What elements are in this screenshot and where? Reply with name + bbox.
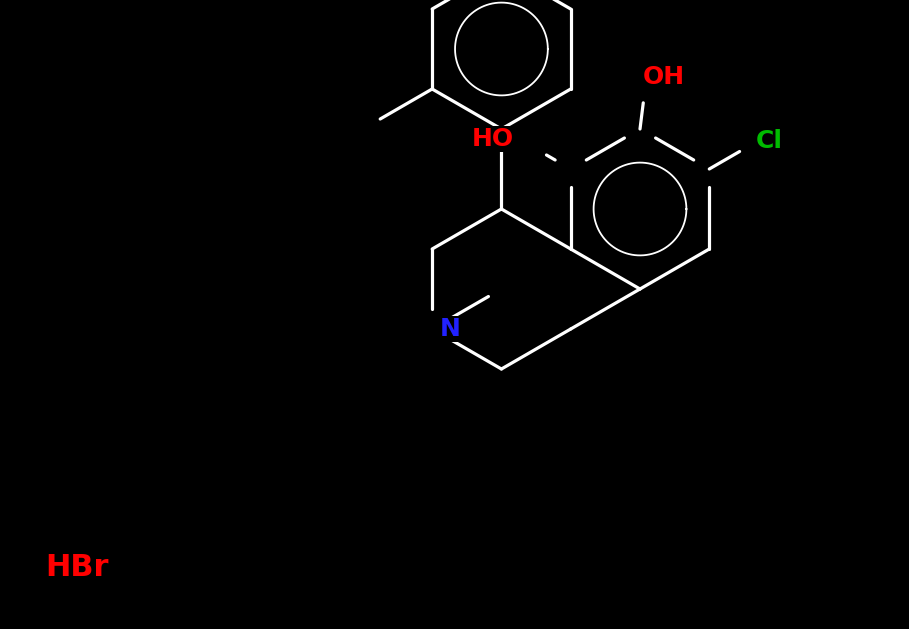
Text: OH: OH [643,65,685,89]
Text: N: N [440,317,461,341]
Text: HO: HO [472,127,514,151]
Text: HBr: HBr [45,552,108,581]
Text: Cl: Cl [755,130,783,153]
